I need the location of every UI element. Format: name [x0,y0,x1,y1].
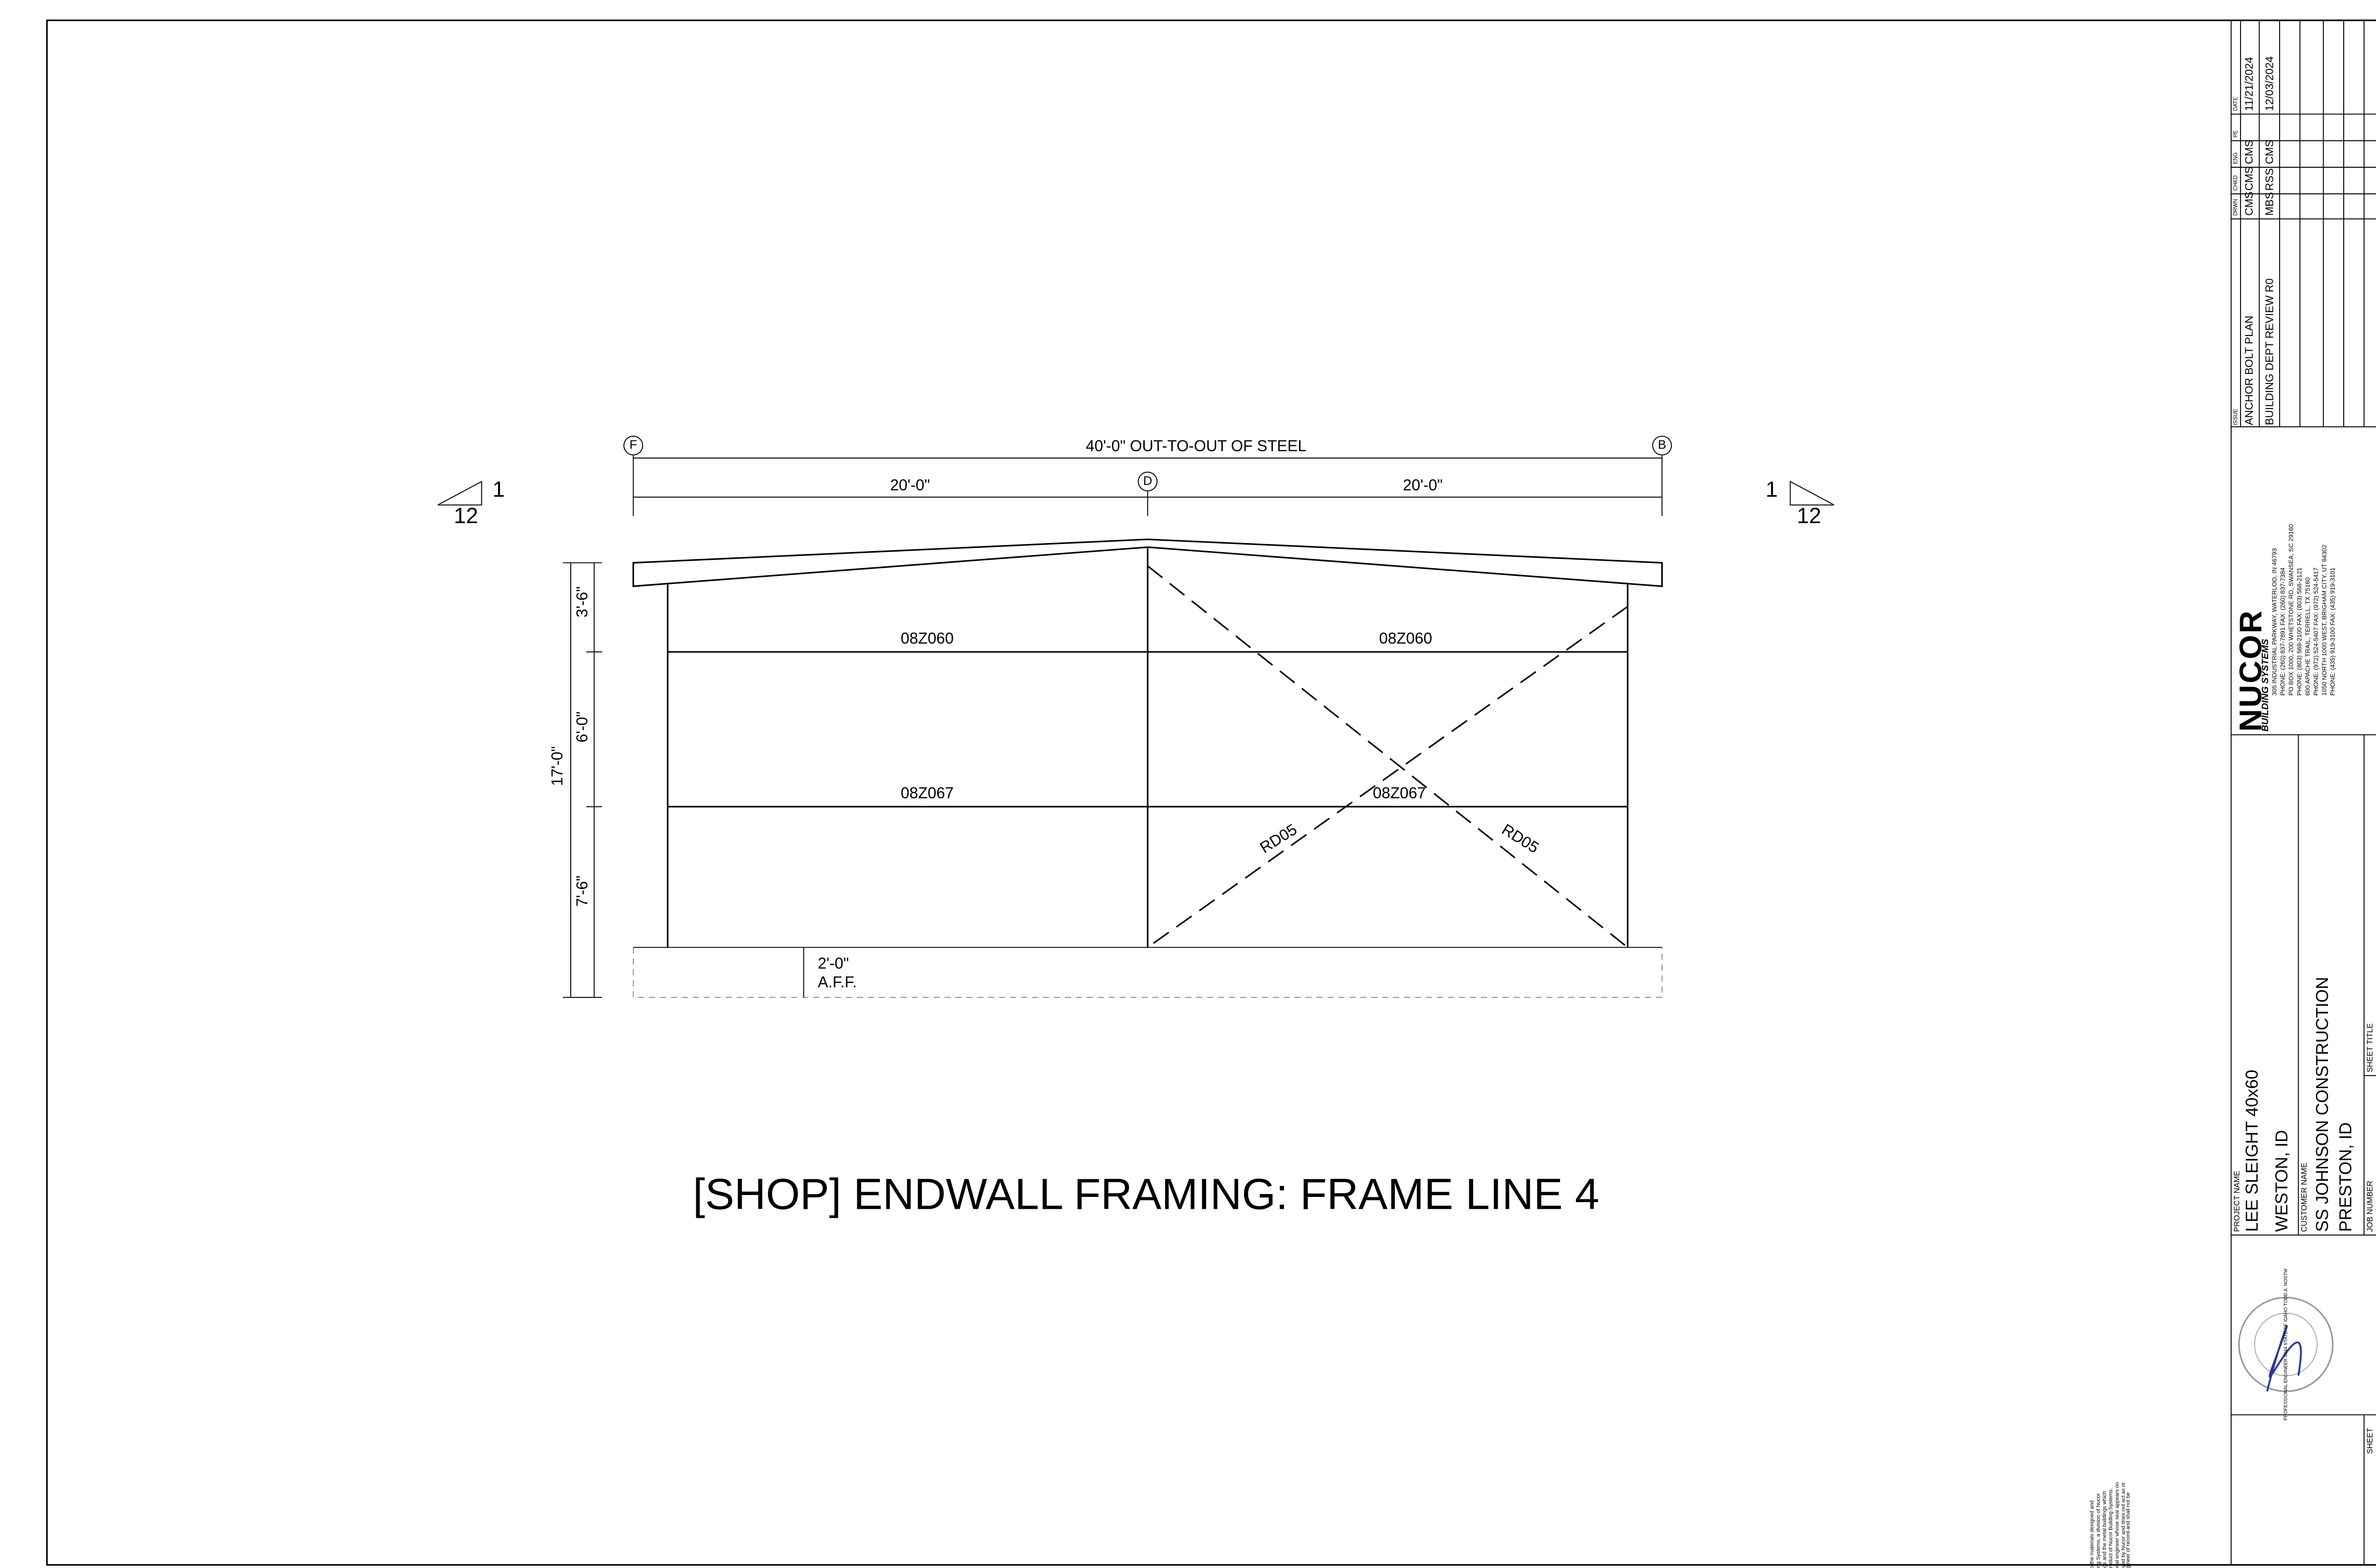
revision-cell: MBS [2263,192,2275,216]
company-address: 600 APACHE TRAIL, TERRELL, TX 75160 [2304,577,2311,696]
customer-name: SS JOHNSON CONSTRUCTION [2312,977,2332,1232]
member-labels: 08Z060 08Z060 08Z067 08Z067 RD05 RD05 2'… [818,629,1542,991]
company-address: PHONE: (435) 919-3100 FAX: (435) 919-310… [2329,567,2336,696]
revision-header: ENG [2233,152,2239,164]
slope-symbols: 1 12 1 12 [437,477,1834,528]
label: SHEET [2366,1428,2374,1454]
disclaimer-box: This seal pertains only to the materials… [2089,1482,2132,1568]
revision-cell: CMS [2263,140,2275,164]
company-address: PHONE: (803) 568-2100 FAX: (803) 568-212… [2296,567,2303,696]
revision-header: CHKD [2233,175,2239,191]
customer-location: PRESTON, ID [2336,1122,2355,1232]
company-address: PHONE: (260) 837-7891 FAX: (260) 837-738… [2279,567,2286,696]
grid-label: D [1143,473,1152,488]
project-location: WESTON, ID [2271,1130,2291,1232]
revision-cell: CMS [2243,166,2255,191]
dimensions: 40'-0" OUT-TO-OUT OF STEEL 20'-0" 20'-0" [632,437,1663,516]
revision-cell: CMS [2243,140,2255,164]
company-address: PHONE: (972) 524-5407 FAX: (972) 524-541… [2312,567,2319,696]
revision-header: ISSUE [2233,409,2239,425]
project-info: PROJECT NAME LEE SLEIGHT 40x60 WESTON, I… [2233,977,2375,1232]
vertical-dimensions: 17'-0" 3'-6" 6'-0" 7'-6" [548,562,602,998]
girt-label: 08Z067 [1373,784,1426,802]
dimension-segment: 7'-6" [573,876,591,907]
revision-cell: ANCHOR BOLT PLAN [2243,316,2255,425]
company-address: 1050 NORTH 1000 WEST, BRIGHAM CITY, UT 8… [2320,545,2328,696]
slope-run: 12 [1797,503,1821,528]
drawing-title: [SHOP] ENDWALL FRAMING: FRAME LINE 4 [693,1170,1599,1219]
project-name: LEE SLEIGHT 40x60 [2242,1070,2261,1232]
slope-rise: 1 [493,477,505,501]
label: PROJECT NAME [2233,1171,2242,1232]
dimension-segment: 6'-0" [573,711,591,743]
revision-table: ISSUE DRWN CHKD ENG PE DATE ANCHOR BOLT PLAN CM… [2233,56,2275,425]
slope-run: 12 [454,503,478,528]
revision-cell: BUILDING DEPT REVIEW R0 [2263,278,2275,425]
revision-header: DRWN [2233,199,2239,216]
border [46,19,2376,1566]
bay-dimension: 20'-0" [890,476,930,494]
disclaimer: This seal pertains only to the materials… [2089,1482,2132,1568]
label: CUSTOMER NAME [2300,1163,2309,1232]
frame [632,538,1663,998]
base-ref: A.F.F. [818,973,857,991]
seal: PROFESSIONAL ENGINEER 9044 STATE OF IDAH… [2238,1268,2334,1421]
overall-dimension: 40'-0" OUT-TO-OUT OF STEEL [1086,437,1307,455]
company-logo: NUCOR [2233,609,2268,732]
revision-cell: RSS [2263,168,2275,191]
grid-label: B [1658,438,1667,452]
girt-label: 08Z060 [1379,629,1432,647]
slope-rise: 1 [1765,477,1778,501]
grid-label: F [630,438,637,452]
bay-dimension: 20'-0" [1403,476,1443,494]
revision-header: PE [2233,130,2239,138]
company-division: BUILDING SYSTEMS [2260,639,2271,732]
dimension-total: 17'-0" [548,746,565,786]
label: SHEET TITLE [2366,1023,2374,1072]
girt-label: 08Z067 [901,784,954,802]
label: JOB NUMBER [2366,1181,2374,1232]
revision-header: DATE [2233,96,2239,111]
revision-cell: CMS [2243,191,2255,216]
revision-cell: 11/21/2024 [2243,57,2255,111]
title-block [2231,20,2376,1565]
revision-cell: 12/03/2024 [2263,56,2275,111]
base-height: 2'-0" [818,955,849,972]
seal-text: PROFESSIONAL ENGINEER 9044 STATE OF IDAH… [2283,1268,2289,1421]
company-address: 305 INDUSTRIAL PARKWAY, WATERLOO, IN 467… [2271,548,2278,696]
brace-label: RD05 [1257,820,1300,856]
company-address: PO BOX 1000, 200 WHETSTONE RD, SWANSEA, … [2288,524,2295,696]
girt-label: 08Z060 [901,629,954,647]
dimension-segment: 3'-6" [573,586,591,618]
